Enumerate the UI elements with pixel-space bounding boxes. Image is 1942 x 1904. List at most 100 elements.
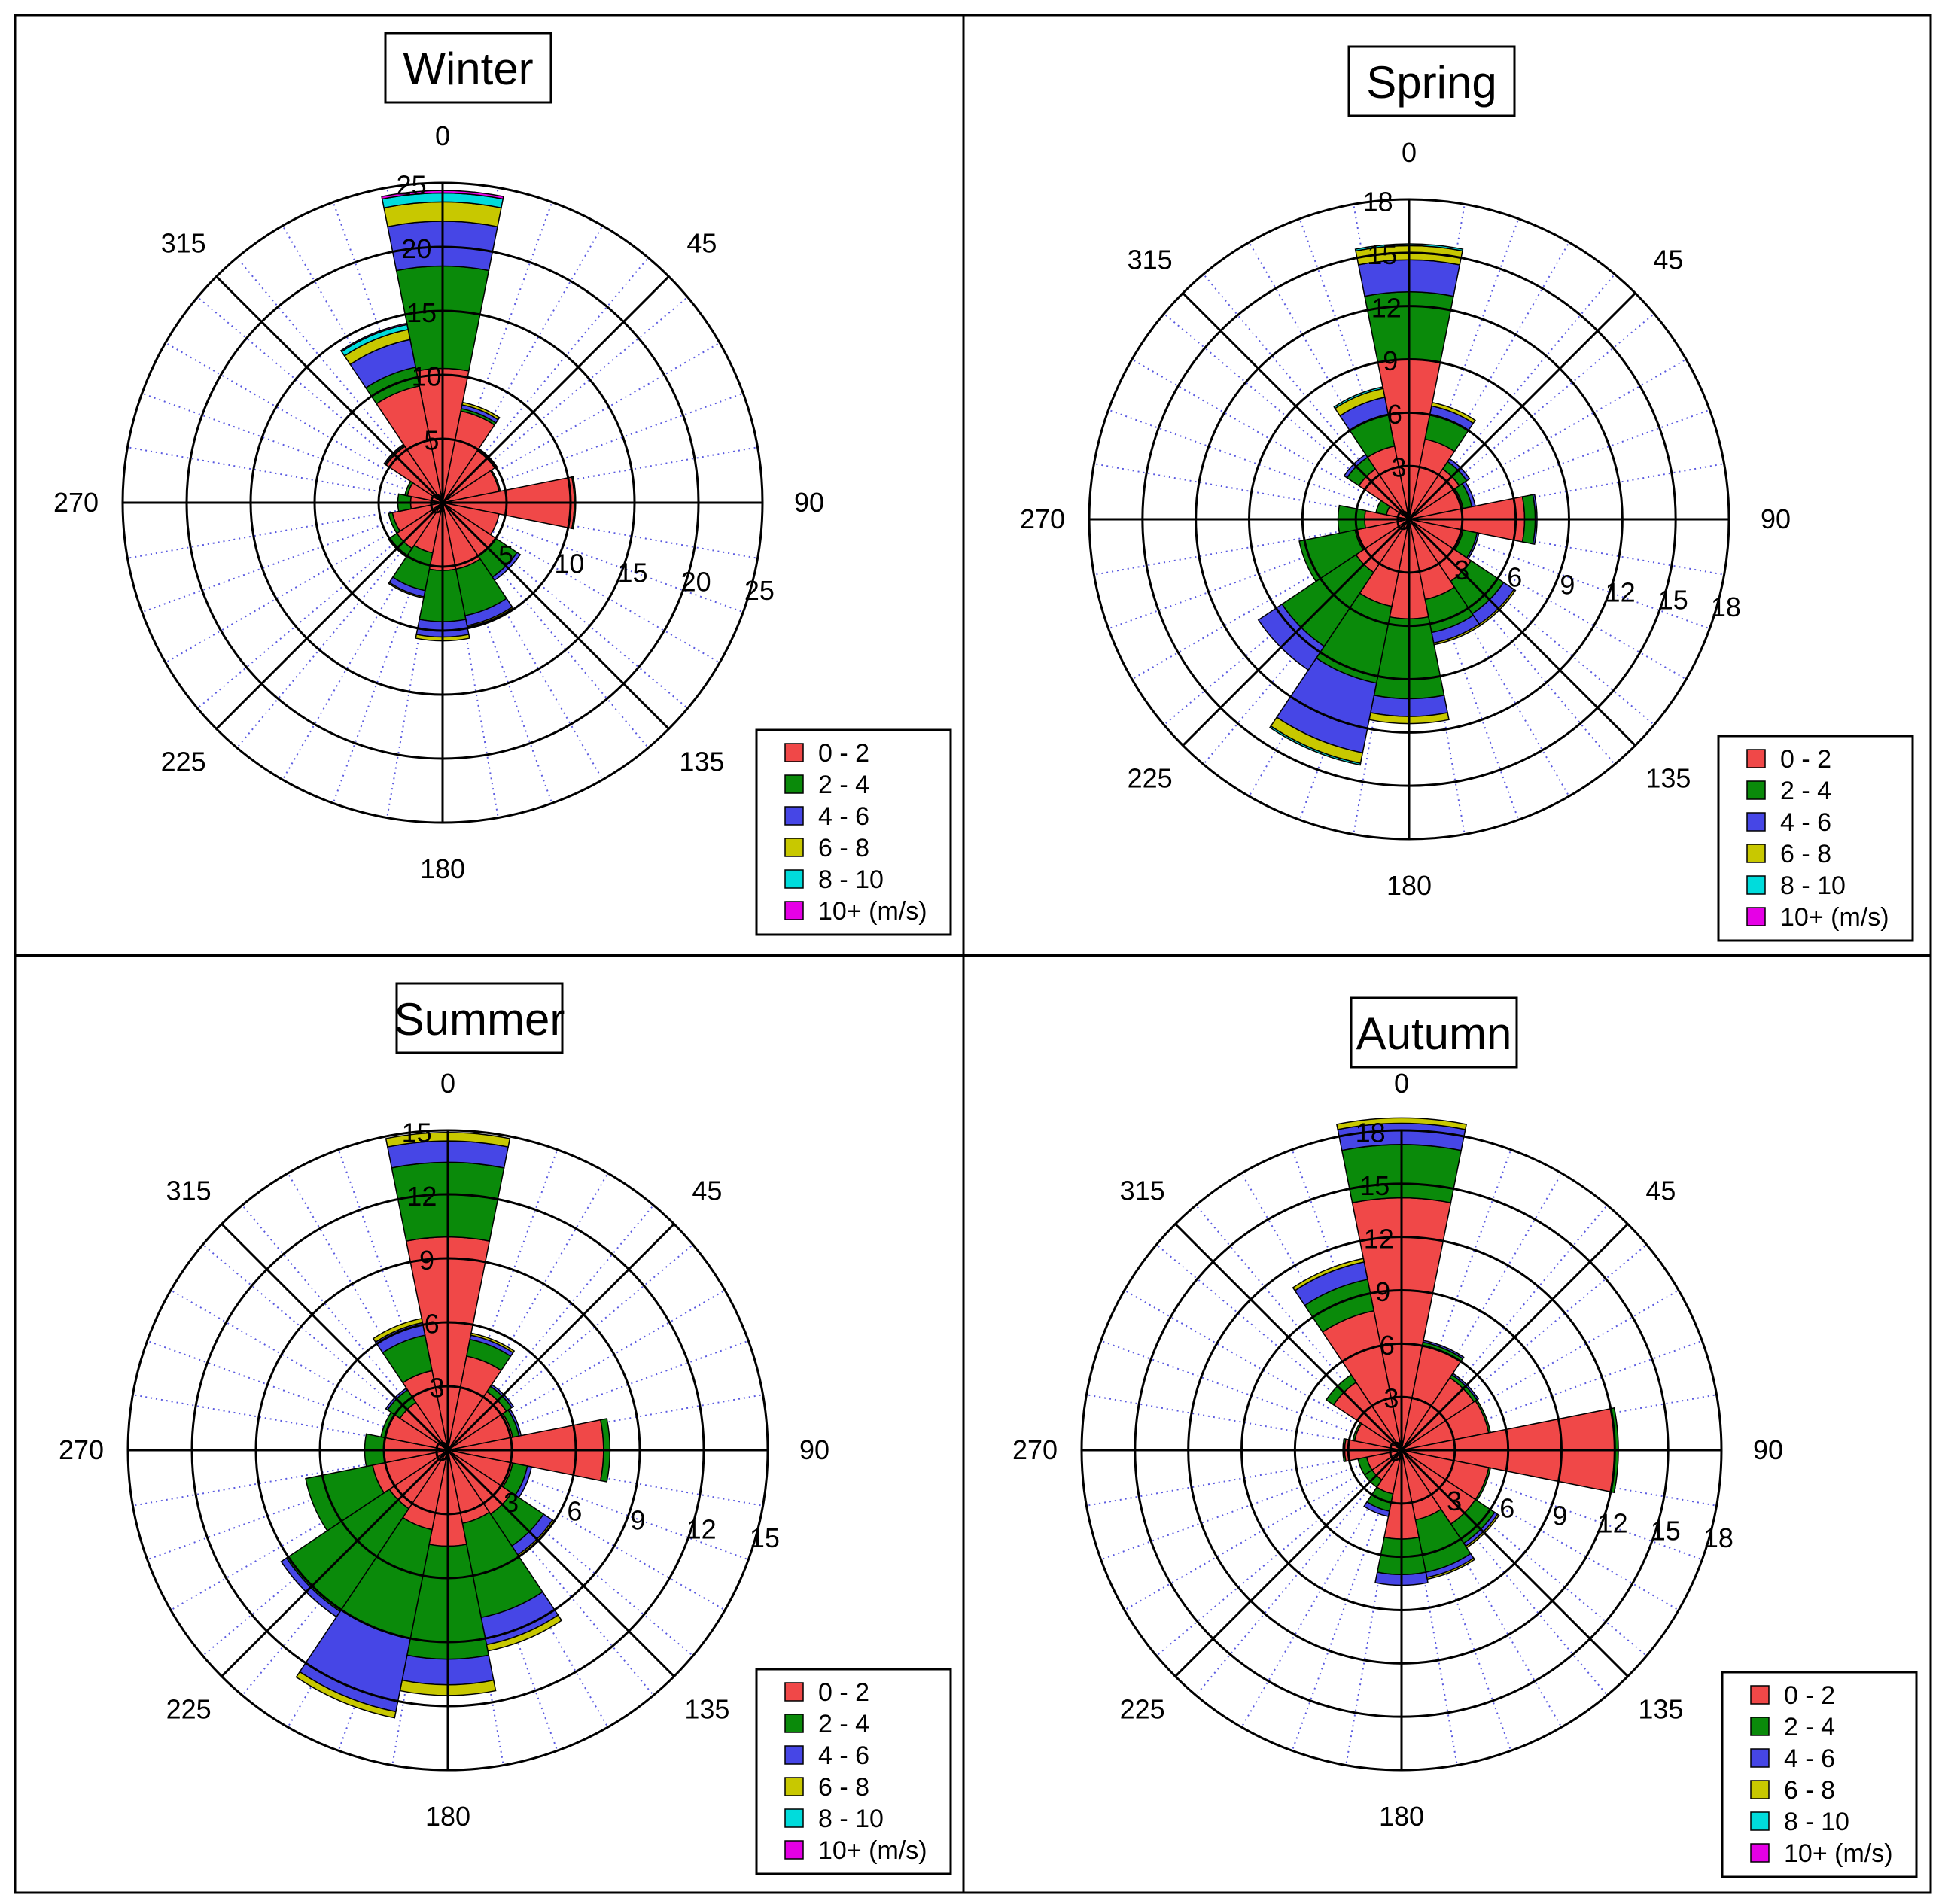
wedge-spring-dir90.0-bin2 (1532, 493, 1538, 546)
ring-label: 9 (1375, 1276, 1390, 1307)
direction-label-225: 225 (166, 1693, 212, 1724)
legend-label: 4 - 6 (1784, 1744, 1835, 1773)
legend-label: 6 - 8 (1780, 840, 1831, 868)
ring-label: 20 (401, 233, 431, 264)
legend-label: 0 - 2 (1784, 1681, 1835, 1710)
ring-label: 5 (424, 424, 439, 455)
ring-label: 15 (402, 1117, 432, 1148)
legend-label: 2 - 4 (1784, 1713, 1835, 1741)
wedge-autumn-dir337.5-bin3 (1292, 1258, 1365, 1292)
direction-label-225: 225 (1128, 762, 1173, 793)
direction-label-0: 0 (1402, 137, 1417, 168)
wind-rose-panels: 045901351802252703150551010151520202525W… (53, 32, 1918, 1878)
direction-label-45: 45 (692, 1176, 722, 1206)
ring-label: 15 (1359, 1170, 1390, 1201)
wedge-summer-dir22.5-bin3 (470, 1332, 516, 1354)
direction-label-270: 270 (53, 487, 99, 518)
legend-label: 10+ (m/s) (1784, 1839, 1893, 1868)
ring-label: 12 (1598, 1507, 1628, 1538)
direction-label-225: 225 (1120, 1693, 1165, 1724)
spoke-225 (1182, 518, 1411, 747)
legend-label: 6 - 8 (1784, 1776, 1835, 1805)
legend-swatch (1750, 1748, 1770, 1768)
ring-label: 18 (1711, 592, 1741, 622)
legend-swatch (1746, 844, 1766, 863)
legend-label: 10+ (m/s) (1780, 903, 1889, 932)
spoke-315 (1174, 1223, 1403, 1452)
legend-swatch (784, 774, 804, 794)
wedge-spring-dir202.5-bin4 (1268, 725, 1362, 766)
wedge-summer-dir45.0-bin2 (489, 1383, 515, 1409)
direction-label-270: 270 (1012, 1434, 1058, 1465)
legend-swatch (1746, 907, 1766, 926)
legend: 0 - 2 2 - 4 4 - 6 6 - 8 8 - 10 10+ (m/s) (1717, 735, 1914, 942)
legend-label: 2 - 4 (818, 1710, 869, 1738)
ring-label: 9 (631, 1504, 646, 1535)
wedge-spring-dir0.0-bin4 (1354, 243, 1464, 252)
direction-label-45: 45 (686, 228, 717, 259)
legend-swatch (784, 1714, 804, 1733)
legend-swatch (784, 1682, 804, 1702)
chart-title-box (1350, 996, 1518, 1069)
wedge-autumn-dir0.0-bin3 (1335, 1117, 1468, 1130)
legend-label: 4 - 6 (818, 802, 869, 831)
direction-label-135: 135 (1645, 762, 1691, 793)
legend-label: 4 - 6 (1780, 808, 1831, 837)
chart-title: Spring (1366, 57, 1496, 108)
ring-label: 10 (554, 549, 584, 579)
legend-swatch (784, 743, 804, 762)
direction-label-225: 225 (161, 746, 206, 777)
ring-label: 3 (1454, 555, 1469, 585)
spoke-315 (215, 275, 444, 504)
ring-label: 0 (434, 1436, 449, 1467)
direction-label-90: 90 (1753, 1434, 1783, 1465)
chart-title: Summer (394, 994, 565, 1045)
radial-guide (127, 446, 443, 503)
direction-label-0: 0 (440, 1068, 455, 1099)
direction-label-135: 135 (684, 1693, 729, 1724)
wedge-summer-dir337.5-bin3 (372, 1318, 424, 1343)
ring-label: 10 (412, 361, 442, 392)
legend-swatch (1746, 780, 1766, 800)
ring-label: 6 (567, 1496, 582, 1527)
legend-swatch (784, 838, 804, 857)
radial-guide (142, 392, 443, 503)
ring-label: 3 (429, 1372, 444, 1403)
wind-rose-winter: 0 45 90 135 180 225 270 315 0 5 5 10 10 15 15 20 20 25 25 W… (53, 32, 952, 936)
ring-label: 3 (1391, 452, 1406, 482)
wind-rose-summer: 0 45 90 135 180 225 270 315 0 3 3 6 6 9 9 12 12 15 15 Summe… (59, 982, 952, 1875)
direction-label-90: 90 (794, 487, 824, 518)
ring-label: 15 (750, 1522, 780, 1553)
wedge-winter-dir337.5-bin5 (339, 322, 408, 353)
legend: 0 - 2 2 - 4 4 - 6 6 - 8 8 - 10 10+ (m/s) (755, 728, 952, 936)
chart-title: Winter (403, 44, 533, 94)
ring-label: 6 (1499, 1493, 1514, 1524)
wedge-summer-dir247.5-bin1 (305, 1464, 385, 1532)
direction-label-135: 135 (1638, 1693, 1683, 1724)
ring-label: 12 (1371, 293, 1402, 324)
legend-box (755, 728, 952, 936)
wind-rose-spring: 0 45 90 135 180 225 270 315 0 3 3 6 6 9 9 12 12 15 15 18 18 S… (1020, 45, 1914, 942)
direction-label-90: 90 (799, 1434, 829, 1465)
legend-label: 0 - 2 (818, 1678, 869, 1707)
legend-label: 0 - 2 (1780, 745, 1831, 774)
direction-label-180: 180 (425, 1801, 470, 1832)
spoke-135 (1400, 1449, 1629, 1677)
legend-swatch (1750, 1685, 1770, 1705)
direction-label-180: 180 (420, 853, 465, 884)
wedge-autumn-dir202.5-bin2 (1363, 1501, 1390, 1517)
spoke-45 (1408, 292, 1636, 521)
wedge-winter-dir22.5-bin3 (461, 401, 501, 421)
legend-swatch (1746, 812, 1766, 832)
ring-label: 6 (425, 1309, 440, 1340)
legend: 0 - 2 2 - 4 4 - 6 6 - 8 8 - 10 10+ (m/s) (1721, 1671, 1918, 1878)
ring-label: 12 (406, 1181, 437, 1212)
spoke-225 (1174, 1449, 1403, 1677)
ring-label: 25 (744, 575, 775, 606)
legend-label: 8 - 10 (818, 865, 884, 894)
ring-label: 9 (1552, 1501, 1567, 1531)
chart-title-box (395, 982, 564, 1054)
ring-label: 15 (1651, 1515, 1681, 1546)
direction-label-315: 315 (1120, 1176, 1165, 1206)
panel-frames (14, 14, 1932, 1894)
